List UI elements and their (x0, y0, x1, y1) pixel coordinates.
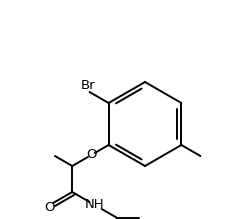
Text: O: O (44, 201, 54, 214)
Text: O: O (86, 148, 96, 161)
Text: Br: Br (80, 78, 94, 92)
Text: NH: NH (85, 198, 104, 212)
